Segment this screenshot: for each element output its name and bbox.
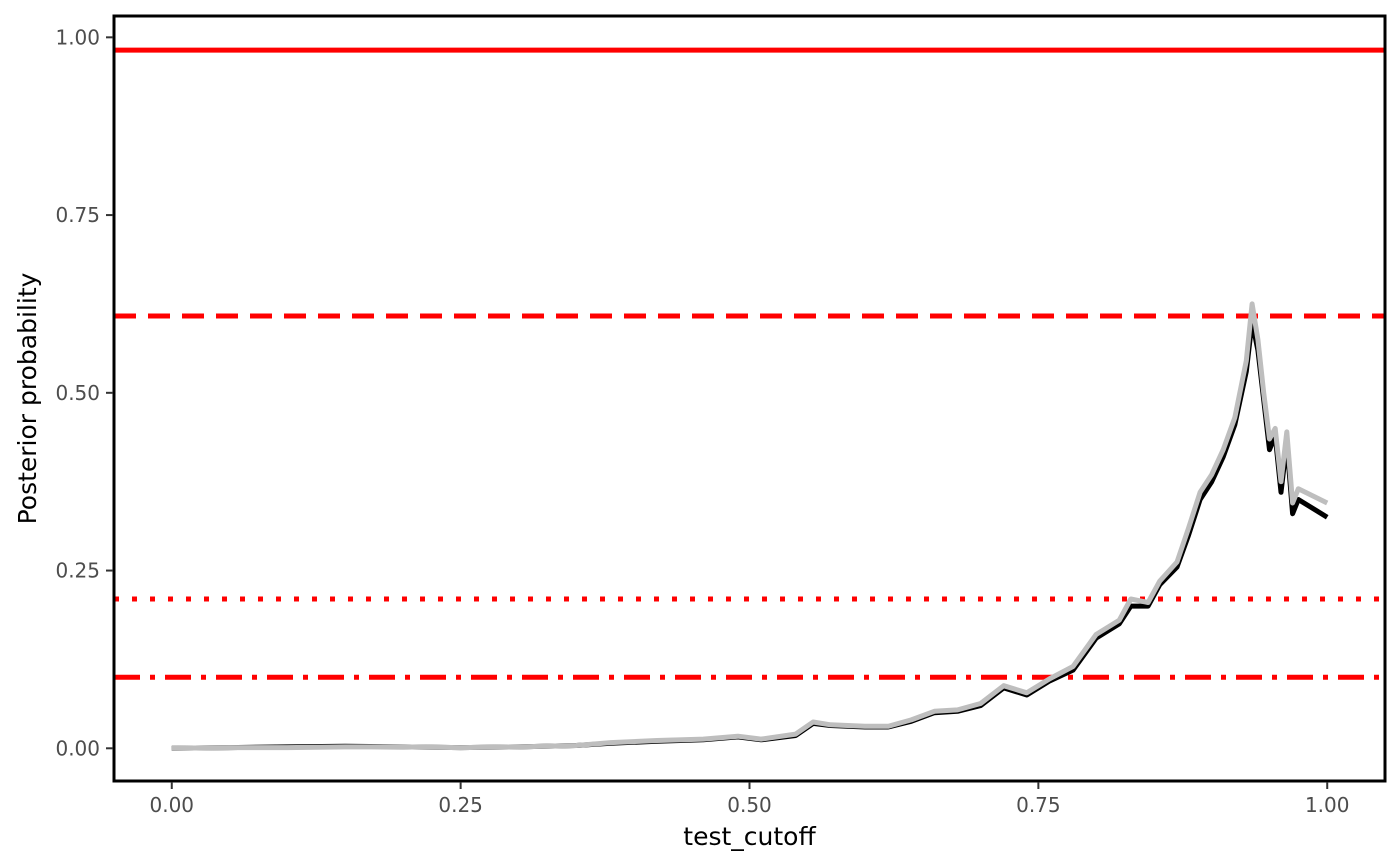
y-tick-label: 0.50 <box>55 381 100 405</box>
y-axis: 0.00 0.25 0.50 0.75 1.00 <box>55 25 113 760</box>
y-tick-label: 0.00 <box>55 736 100 760</box>
y-axis-title: Posterior probability <box>13 272 42 524</box>
y-tick-label: 1.00 <box>55 25 100 49</box>
x-tick-label: 0.75 <box>1016 793 1061 817</box>
x-axis: 0.00 0.25 0.50 0.75 1.00 <box>150 782 1350 817</box>
x-axis-title: test_cutoff <box>683 822 816 851</box>
x-tick-label: 0.00 <box>150 793 195 817</box>
x-tick-label: 0.50 <box>727 793 772 817</box>
x-tick-label: 1.00 <box>1305 793 1350 817</box>
x-tick-label: 0.25 <box>438 793 483 817</box>
reference-lines <box>114 47 1385 680</box>
panel-border <box>112 14 1387 783</box>
y-tick-label: 0.25 <box>55 559 100 583</box>
series-line-2 <box>171 301 1329 751</box>
series-lines <box>171 301 1329 751</box>
y-tick-label: 0.75 <box>55 203 100 227</box>
